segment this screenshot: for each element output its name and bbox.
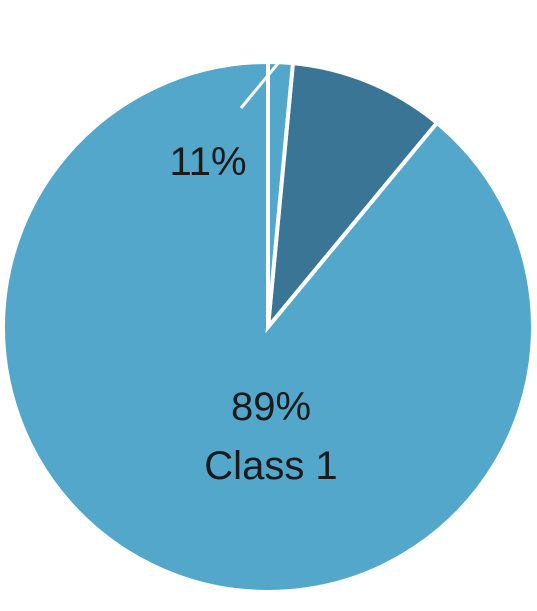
pie-slice-2 bbox=[265, 60, 440, 334]
slice-label-11: 11% bbox=[169, 140, 246, 184]
slice-name-class-1: Class 1 bbox=[204, 444, 337, 488]
pie-slices bbox=[1, 59, 535, 594]
slice-label-89: 89% bbox=[231, 385, 311, 429]
label-leader-line bbox=[239, 59, 282, 109]
